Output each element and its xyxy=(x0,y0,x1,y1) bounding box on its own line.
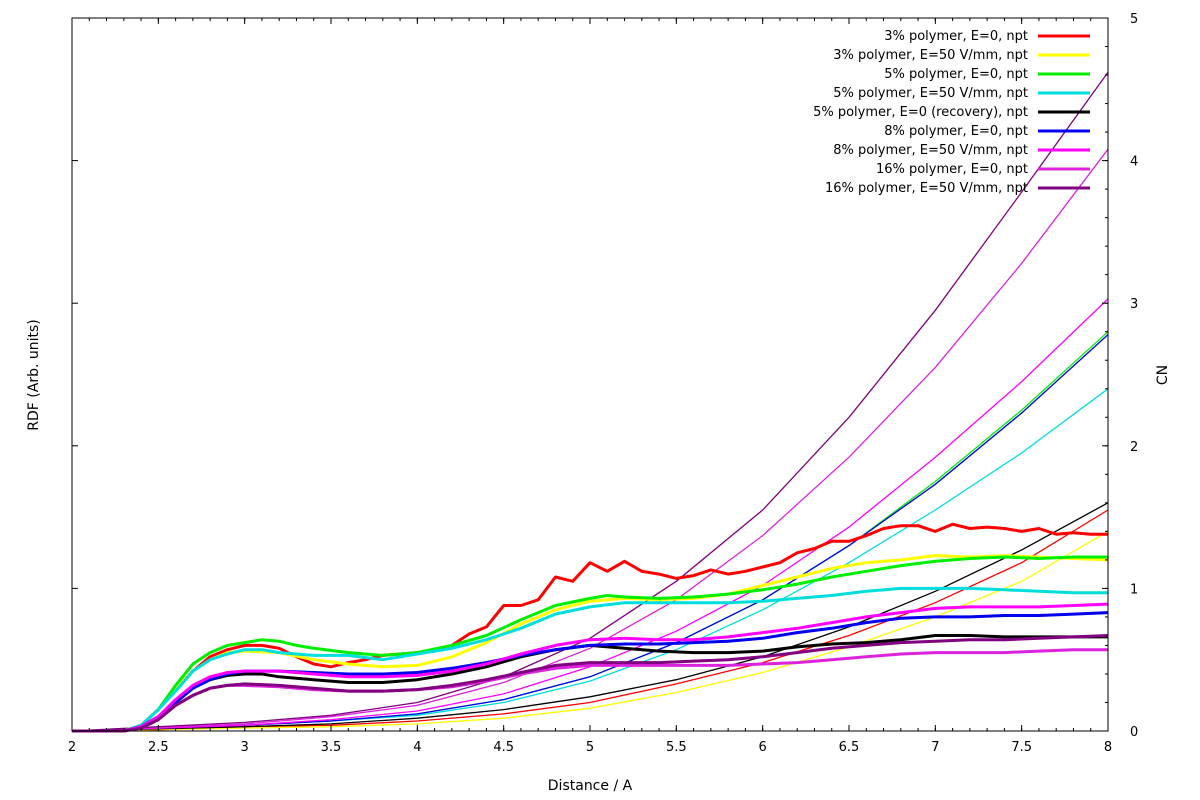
cn-series-line-7 xyxy=(71,148,1109,732)
y-axis-right: 0 1 2 3 4 5 xyxy=(1102,12,1138,740)
rdf-series-line-5 xyxy=(72,611,1109,733)
legend-label: 5% polymer, E=0, npt xyxy=(884,67,1028,82)
legend-label: 3% polymer, E=50 V/mm, npt xyxy=(833,48,1028,63)
rdf-series-line-6 xyxy=(72,602,1109,733)
rdf-series-line-8 xyxy=(72,634,1109,733)
cn-series-line-4 xyxy=(71,502,1109,732)
x-tick-label: 4 xyxy=(413,740,421,755)
x-tick-label: 6 xyxy=(759,740,767,755)
x-tick-label: 6.5 xyxy=(839,740,860,755)
cn-series-line-1 xyxy=(71,530,1109,732)
x-tick-label: 3 xyxy=(241,740,249,755)
x-tick-label: 2.5 xyxy=(148,740,169,755)
y-right-tick-label: 2 xyxy=(1130,440,1138,455)
y-right-tick-label: 3 xyxy=(1130,297,1138,312)
x-tick-label: 3.5 xyxy=(321,740,342,755)
x-tick-label: 7 xyxy=(931,740,939,755)
plot-lines xyxy=(71,71,1109,733)
legend-label: 5% polymer, E=50 V/mm, npt xyxy=(833,86,1028,101)
cn-series-line-8 xyxy=(71,71,1109,732)
cn-series-line-0 xyxy=(72,509,1109,732)
y-right-tick-label: 5 xyxy=(1130,12,1138,27)
legend: 3% polymer, E=0, npt 3% polymer, E=50 V/m… xyxy=(813,29,1090,196)
y-axis-title: RDF (Arb. units) xyxy=(26,319,42,430)
x-tick-label: 4.5 xyxy=(493,740,514,755)
rdf-series-line-2 xyxy=(72,555,1108,733)
legend-label: 8% polymer, E=50 V/mm, npt xyxy=(833,143,1028,158)
x-tick-label: 2 xyxy=(68,740,76,755)
rdf-series-line-3 xyxy=(72,586,1108,733)
x-tick-label: 7.5 xyxy=(1011,740,1032,755)
x-tick-label: 8 xyxy=(1104,740,1112,755)
legend-label: 16% polymer, E=0, npt xyxy=(876,162,1028,177)
y-right-tick-label: 4 xyxy=(1130,155,1138,170)
y-right-tick-label: 0 xyxy=(1130,725,1138,740)
rdf-series-line-0 xyxy=(72,522,1108,733)
legend-label: 3% polymer, E=0, npt xyxy=(884,29,1028,44)
y2-axis-title: CN xyxy=(1155,365,1171,385)
rdf-series-line-1 xyxy=(72,554,1109,733)
legend-label: 8% polymer, E=0, npt xyxy=(884,124,1028,139)
legend-label: 16% polymer, E=50 V/mm, npt xyxy=(825,181,1028,196)
cn-series-line-5 xyxy=(71,334,1109,732)
x-tick-label: 5.5 xyxy=(666,740,687,755)
x-axis-title: Distance / A xyxy=(548,778,633,794)
y-right-tick-label: 1 xyxy=(1130,582,1138,597)
y-axis-left xyxy=(72,17,78,732)
x-tick-label: 5 xyxy=(586,740,594,755)
legend-label: 5% polymer, E=0 (recovery), npt xyxy=(813,105,1028,120)
